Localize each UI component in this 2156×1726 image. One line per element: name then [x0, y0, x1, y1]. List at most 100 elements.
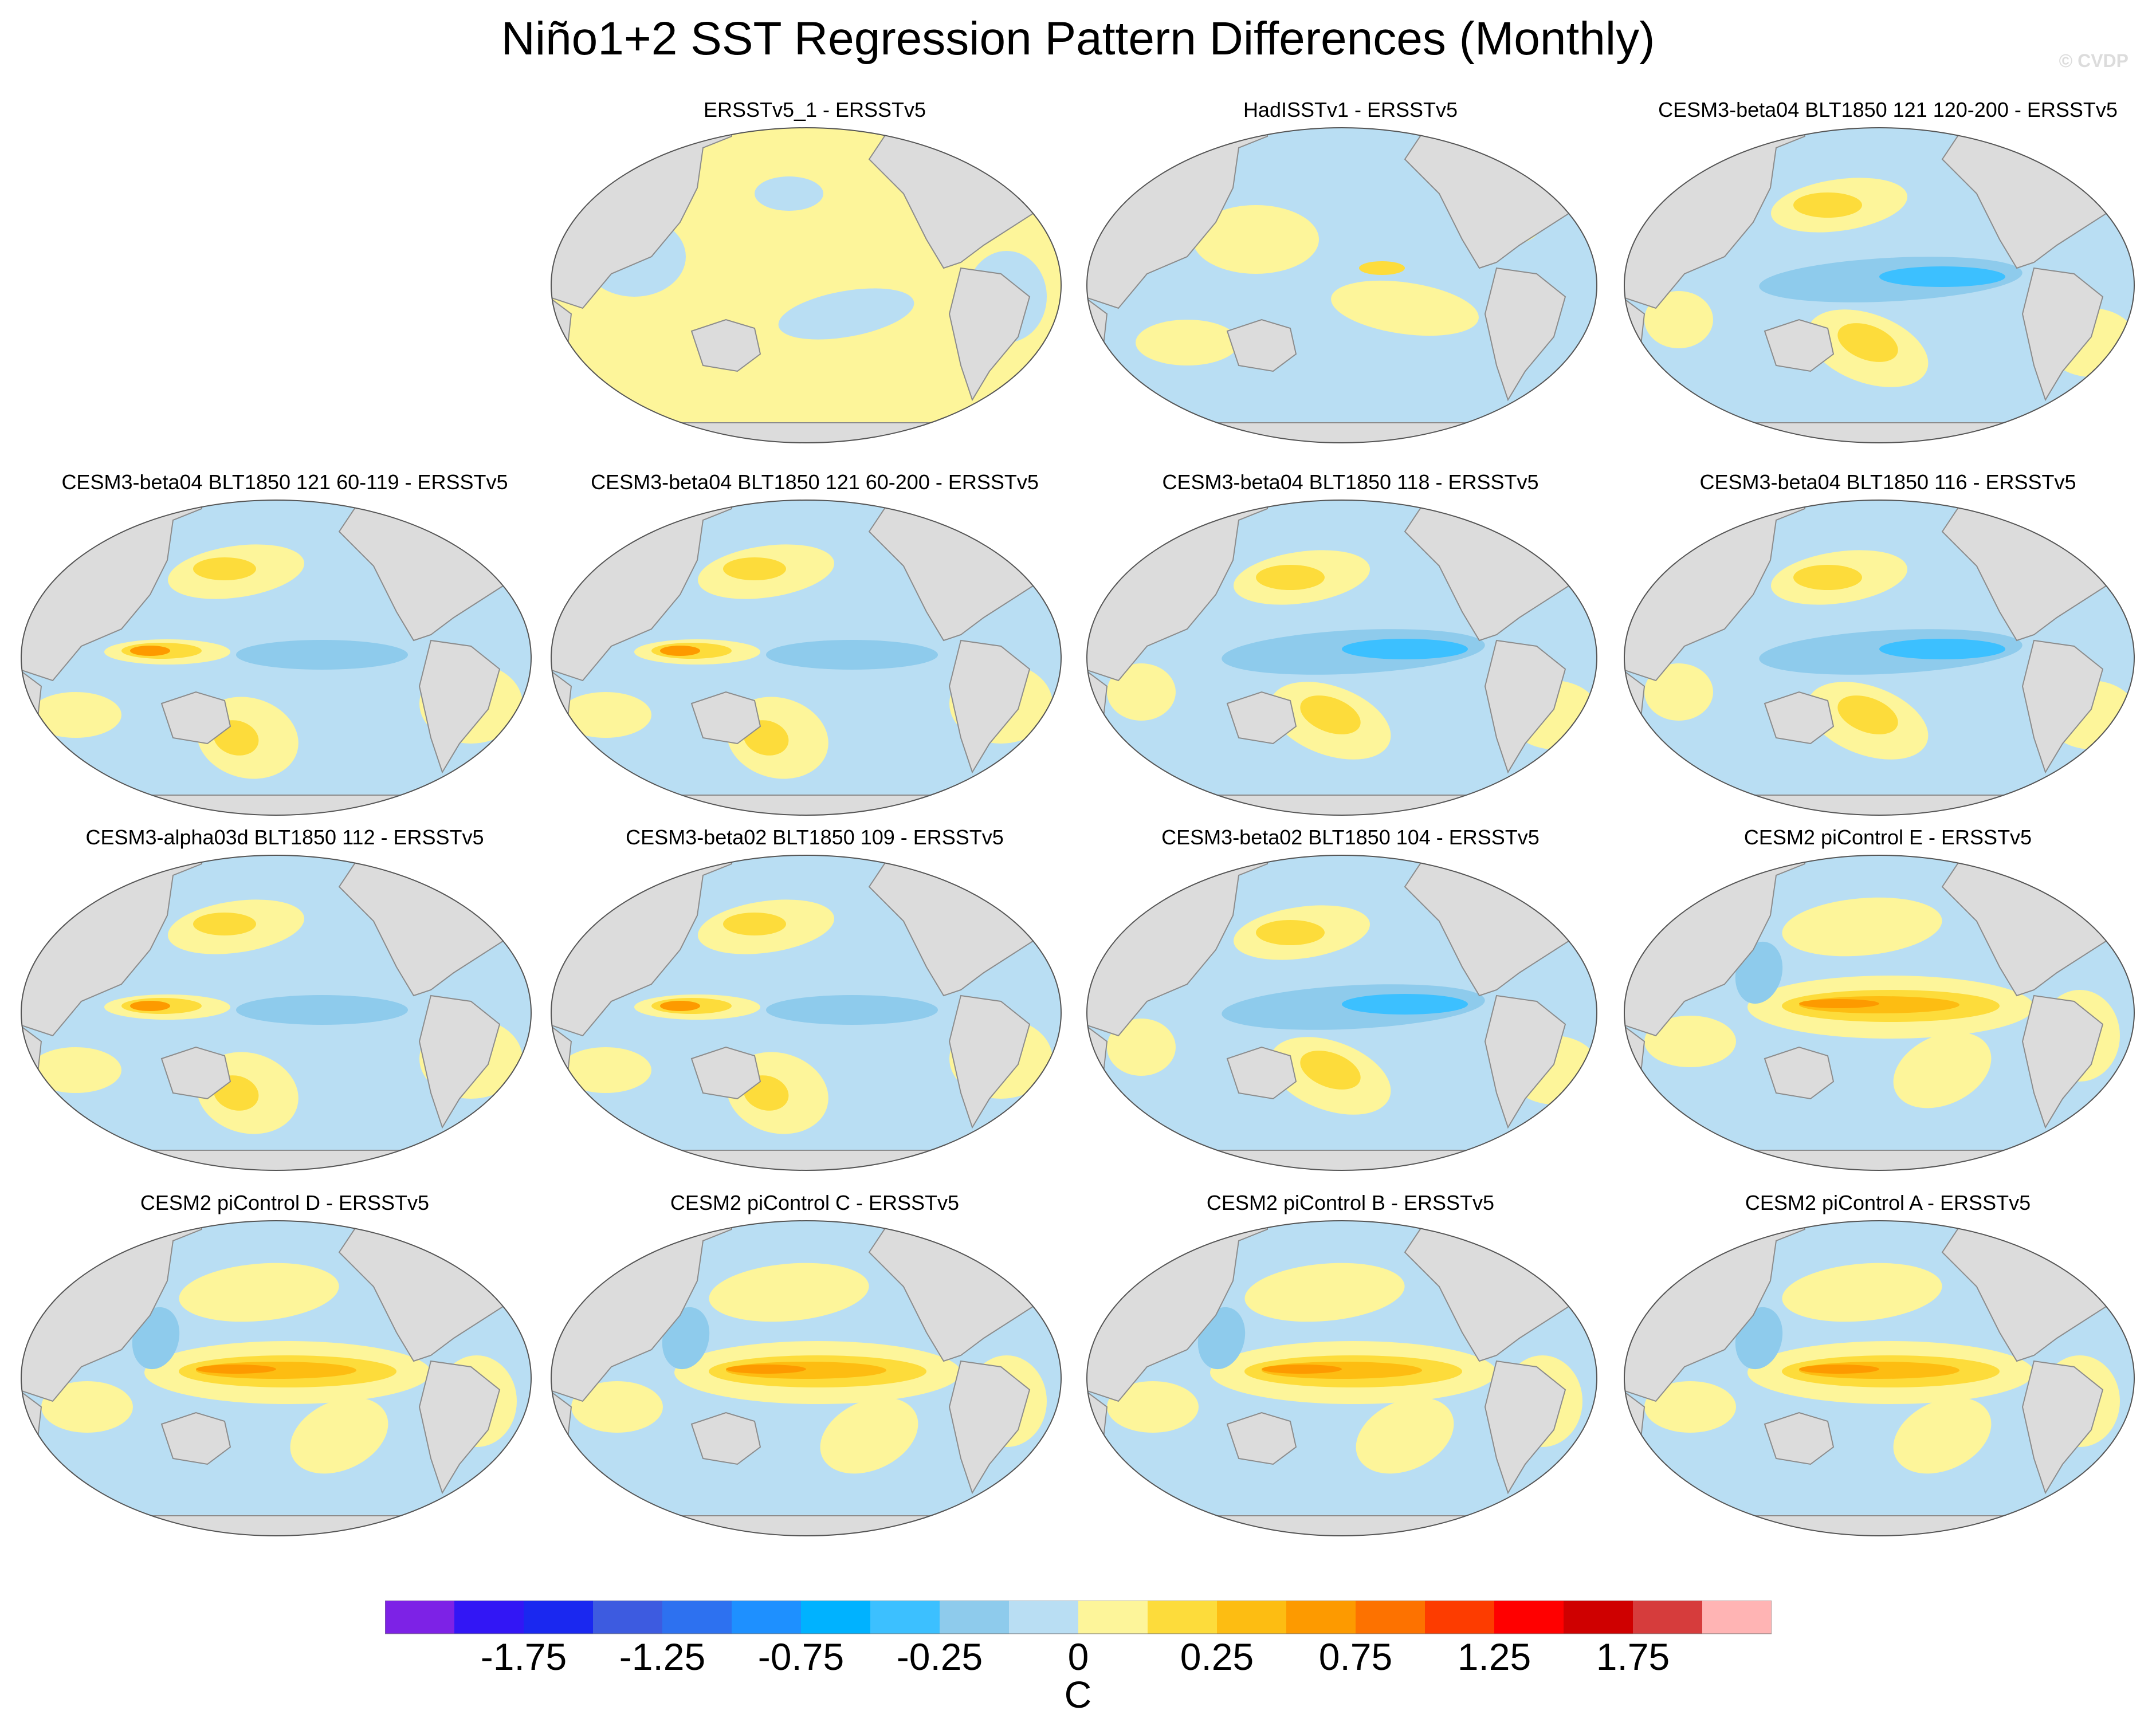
anomaly-region [179, 1263, 339, 1322]
anomaly-region [290, 1397, 388, 1474]
anomaly-region [1782, 897, 1942, 957]
colorbar-swatch [870, 1601, 940, 1634]
panel-title: CESM3-beta04 BLT1850 118 - ERSSTv5 [1162, 470, 1539, 494]
map-panel: CESM3-beta04 BLT1850 121 60-200 - ERSSTv… [548, 470, 1081, 825]
colorbar-swatch [732, 1601, 802, 1634]
anomaly-region [1256, 565, 1325, 590]
panel-title: HadISSTv1 - ERSSTv5 [1243, 98, 1458, 121]
colorbar-swatch [1633, 1601, 1703, 1634]
colorbar-swatch [1217, 1601, 1287, 1634]
anomaly-region [1256, 920, 1325, 945]
anomaly-region [1893, 1032, 1992, 1108]
global-map [21, 500, 532, 816]
south-america-land [1484, 639, 1566, 774]
watermark: © CVDP [2059, 50, 2128, 71]
map-border [21, 1220, 532, 1536]
south-america-land [1484, 1360, 1566, 1495]
anomaly-region [1136, 320, 1239, 365]
anomaly-region [1342, 639, 1468, 659]
south-america-land [1484, 267, 1566, 402]
panel-title: ERSSTv5_1 - ERSSTv5 [703, 98, 926, 121]
colorbar-swatch [454, 1601, 524, 1634]
south-america-land [948, 267, 1031, 402]
anomaly-region [820, 1397, 918, 1474]
anomaly-region [1331, 280, 1479, 336]
panel-title: CESM2 piControl A - ERSSTv5 [1745, 1191, 2031, 1214]
map-panel: CESM3-beta04 BLT1850 116 - ERSSTv5 [1621, 470, 2154, 825]
map-panel: CESM3-beta02 BLT1850 109 - ERSSTv5 [548, 825, 1081, 1180]
anomaly-region [1107, 1019, 1176, 1076]
global-map [1624, 127, 2135, 443]
colorbar-swatch [1009, 1601, 1079, 1634]
australia-land [1764, 319, 1835, 372]
anomaly-region [1262, 1365, 1342, 1374]
anomaly-region [1359, 261, 1405, 275]
anomaly-region [1356, 1397, 1454, 1474]
australia-land [160, 1412, 231, 1465]
panel-title: CESM3-beta04 BLT1850 116 - ERSSTv5 [1699, 470, 2076, 494]
map-border [1624, 855, 2135, 1171]
anomaly-region [1300, 695, 1361, 734]
anomaly-region [660, 1001, 700, 1011]
anomaly-region [723, 557, 786, 580]
anomaly-region [766, 640, 938, 670]
colorbar-tick-label: -0.25 [896, 1635, 983, 1678]
anomaly-region [1107, 1381, 1199, 1433]
global-map [1086, 855, 1597, 1171]
australia-land [690, 1046, 761, 1100]
map-panel: CESM3-beta04 BLT1850 118 - ERSSTv5 [1084, 470, 1617, 825]
anomaly-region [560, 692, 651, 738]
map-border [551, 500, 1062, 816]
colorbar-swatch [1702, 1601, 1772, 1634]
anomaly-region [1793, 565, 1862, 590]
global-map [551, 855, 1062, 1171]
panel-title: CESM3-beta04 BLT1850 121 60-200 - ERSSTv… [591, 470, 1039, 494]
global-map [551, 1220, 1062, 1536]
colorbar-swatch [1286, 1601, 1356, 1634]
south-america-land [948, 994, 1031, 1129]
colorbar-tick-label: -1.25 [619, 1635, 706, 1678]
anomaly-region [1342, 994, 1468, 1015]
colorbar-tick-label: 0.75 [1318, 1635, 1393, 1678]
anomaly-region [130, 1001, 170, 1011]
map-border [1624, 127, 2135, 443]
australia-land [1226, 1046, 1297, 1100]
south-america-land [418, 1360, 501, 1495]
map-border [551, 855, 1062, 1171]
panel-title: CESM3-beta02 BLT1850 104 - ERSSTv5 [1161, 825, 1540, 849]
map-border [551, 127, 1062, 443]
global-map [1624, 500, 2135, 816]
colorbar-swatch [1564, 1601, 1633, 1634]
anomaly-region [1300, 1051, 1361, 1090]
colorbar-swatch [662, 1601, 732, 1634]
colorbar-swatch [1425, 1601, 1495, 1634]
map-panel: CESM2 piControl B - ERSSTv5 [1084, 1190, 1617, 1546]
south-america-land [1484, 994, 1566, 1129]
anomaly-region [1644, 1016, 1736, 1067]
panel-title: CESM3-beta04 BLT1850 121 120-200 - ERSST… [1658, 98, 2118, 121]
map-panel: CESM3-beta04 BLT1850 121 60-119 - ERSSTv… [18, 470, 551, 825]
anomaly-region [766, 995, 938, 1025]
anomaly-region [1837, 695, 1898, 734]
anomaly-region [1644, 663, 1713, 721]
colorbar-swatch [1356, 1601, 1425, 1634]
map-border [1624, 1220, 2135, 1536]
panel-title: CESM2 piControl B - ERSSTv5 [1206, 1191, 1495, 1214]
anomaly-region [660, 646, 700, 656]
anomaly-region [41, 1381, 133, 1433]
australia-land [690, 691, 761, 745]
global-map [1086, 500, 1597, 816]
colorbar-swatch [385, 1601, 455, 1634]
anomaly-region [1782, 1263, 1942, 1322]
map-border [1086, 1220, 1597, 1536]
map-panel: CESM2 piControl E - ERSSTv5 [1621, 825, 2154, 1180]
australia-land [1226, 319, 1297, 372]
map-border [1624, 500, 2135, 816]
map-panel: ERSSTv5_1 - ERSSTv5 [548, 97, 1081, 453]
map-panel: CESM3-alpha03d BLT1850 112 - ERSSTv5 [18, 825, 551, 1180]
anomaly-region [30, 1047, 121, 1093]
anomaly-region [1107, 663, 1176, 721]
colorbar-swatch [940, 1601, 1010, 1634]
colorbar-swatch [524, 1601, 594, 1634]
